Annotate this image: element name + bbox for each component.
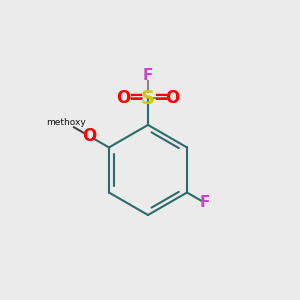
Text: O: O <box>165 89 179 107</box>
Text: methoxy: methoxy <box>46 118 86 127</box>
Text: O: O <box>117 89 131 107</box>
Text: F: F <box>200 195 210 210</box>
Text: =: = <box>153 89 168 107</box>
Text: =: = <box>128 89 143 107</box>
Text: F: F <box>143 68 153 83</box>
Text: S: S <box>141 89 155 108</box>
Text: O: O <box>82 127 96 145</box>
